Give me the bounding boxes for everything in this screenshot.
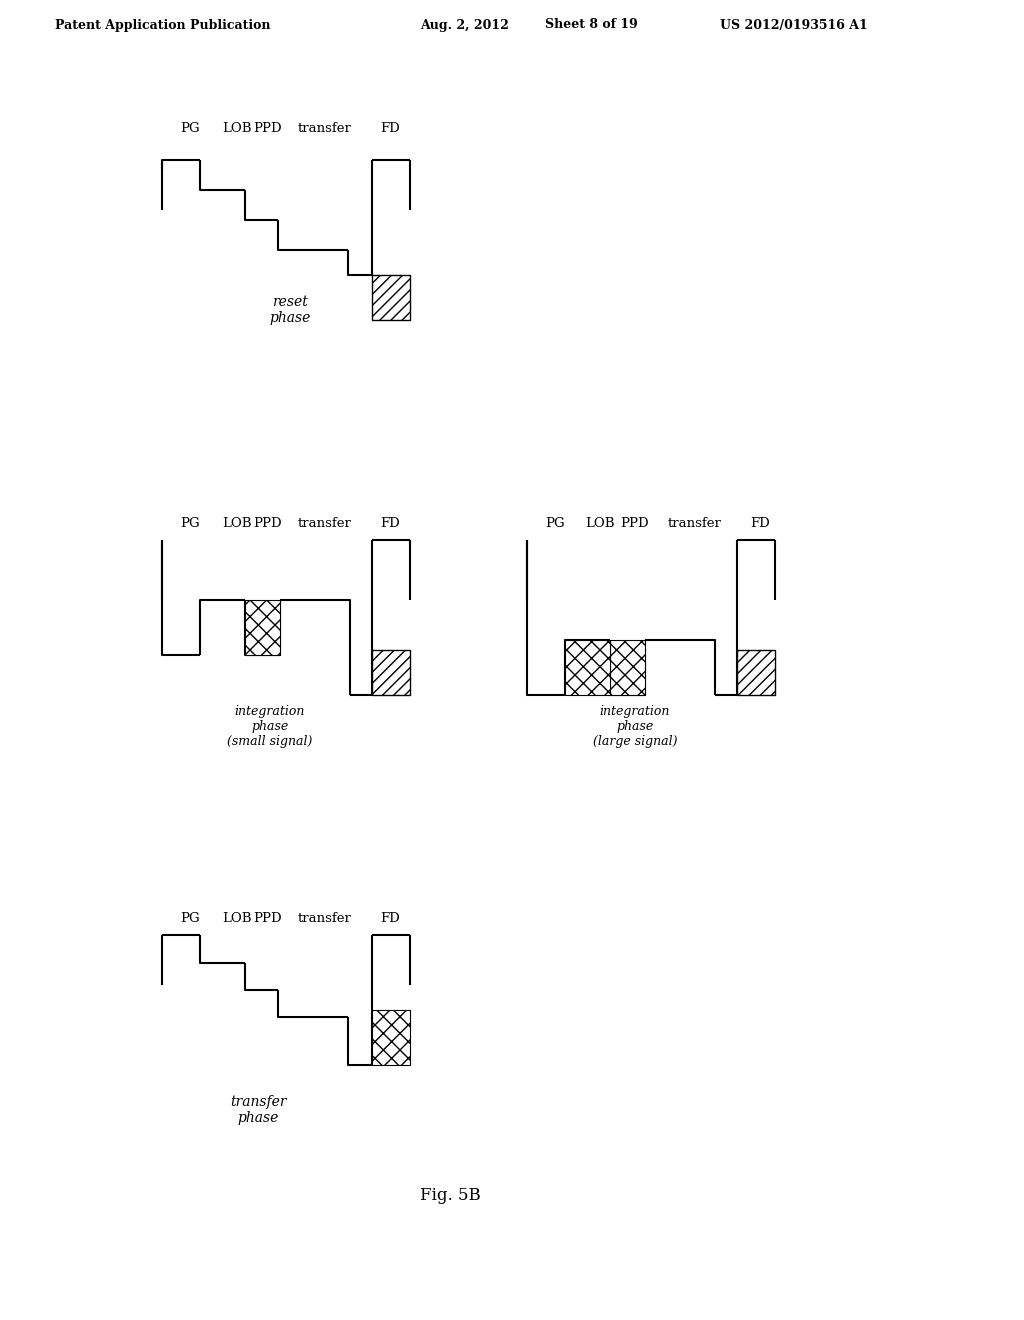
Text: LOB: LOB	[586, 517, 614, 531]
Text: Fig. 5B: Fig. 5B	[420, 1187, 480, 1204]
Text: Aug. 2, 2012: Aug. 2, 2012	[420, 18, 509, 32]
Text: PPD: PPD	[254, 912, 283, 925]
Text: Patent Application Publication: Patent Application Publication	[55, 18, 270, 32]
Text: PG: PG	[180, 912, 200, 925]
Text: FD: FD	[380, 517, 400, 531]
Text: FD: FD	[380, 912, 400, 925]
Bar	[565, 640, 610, 696]
Text: transfer: transfer	[298, 912, 352, 925]
Bar	[245, 601, 280, 655]
Text: PPD: PPD	[254, 121, 283, 135]
Text: transfer
phase: transfer phase	[229, 1096, 287, 1125]
Text: transfer: transfer	[298, 121, 352, 135]
Text: reset
phase: reset phase	[269, 294, 310, 325]
Text: US 2012/0193516 A1: US 2012/0193516 A1	[720, 18, 867, 32]
Text: FD: FD	[380, 121, 400, 135]
Bar	[737, 649, 775, 696]
Text: LOB: LOB	[222, 517, 252, 531]
Text: Sheet 8 of 19: Sheet 8 of 19	[545, 18, 638, 32]
Text: integration
phase
(large signal): integration phase (large signal)	[593, 705, 677, 748]
Text: integration
phase
(small signal): integration phase (small signal)	[227, 705, 312, 748]
Text: transfer: transfer	[668, 517, 722, 531]
Bar	[372, 275, 410, 319]
Text: FD: FD	[751, 517, 770, 531]
Bar	[610, 640, 645, 696]
Text: transfer: transfer	[298, 517, 352, 531]
Text: PPD: PPD	[621, 517, 649, 531]
Text: PG: PG	[545, 517, 565, 531]
Text: LOB: LOB	[222, 912, 252, 925]
Text: PPD: PPD	[254, 517, 283, 531]
Text: PG: PG	[180, 517, 200, 531]
Text: LOB: LOB	[222, 121, 252, 135]
Bar	[372, 649, 410, 696]
Bar	[372, 1010, 410, 1065]
Text: PG: PG	[180, 121, 200, 135]
